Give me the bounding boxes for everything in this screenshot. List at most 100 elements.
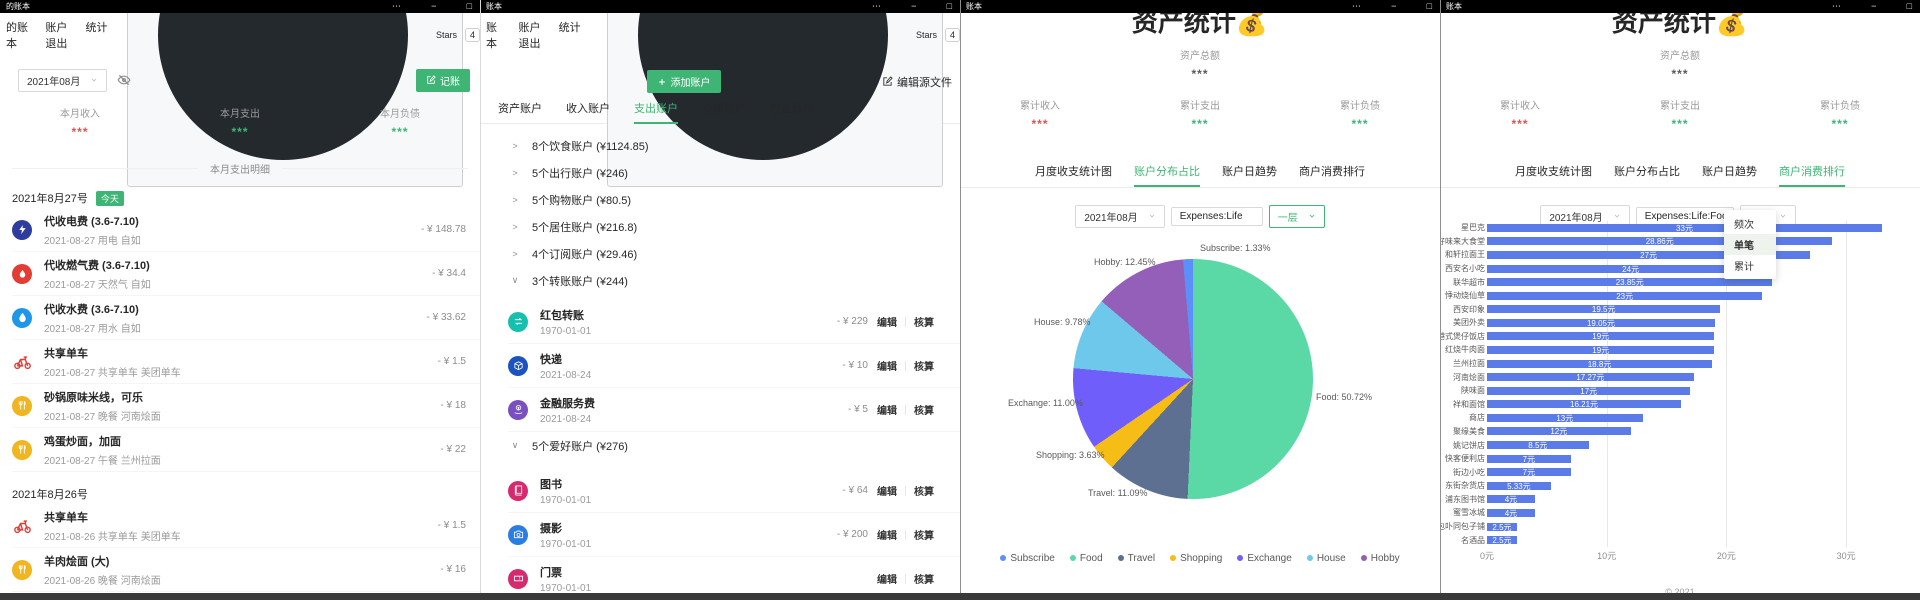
account-row[interactable]: 门票 1970-01-01 编辑 核算 bbox=[508, 557, 960, 600]
legend-item-Exchange[interactable]: Exchange bbox=[1237, 553, 1292, 564]
add-account-button[interactable]: 添加账户 bbox=[646, 70, 721, 93]
github-stars-badge[interactable]: Stars 4 bbox=[606, 0, 960, 187]
minimize-button[interactable]: − bbox=[1871, 1, 1877, 11]
nav-statistics[interactable]: 统计 bbox=[85, 22, 108, 34]
maximize-button[interactable]: □ bbox=[946, 1, 952, 11]
bar[interactable] bbox=[1487, 373, 1694, 382]
bar[interactable] bbox=[1487, 508, 1535, 517]
month-select[interactable]: 2021年08月 bbox=[1075, 204, 1165, 228]
bar[interactable] bbox=[1487, 413, 1643, 422]
account-row[interactable]: 快递 2021-08-24 - ¥ 10 编辑 核算 bbox=[508, 344, 960, 388]
eye-off-icon[interactable] bbox=[117, 73, 131, 87]
account-row[interactable]: 金融服务费 2021-08-24 - ¥ 5 编辑 核算 bbox=[508, 388, 960, 432]
bar[interactable] bbox=[1487, 264, 1775, 273]
account-group-row[interactable]: >5个居住账户 (¥216.8) bbox=[510, 213, 960, 240]
edit-account-link[interactable]: 编辑 bbox=[877, 362, 897, 373]
tab-账户日趋势[interactable]: 账户日趋势 bbox=[1702, 166, 1757, 178]
minimize-button[interactable]: − bbox=[1391, 1, 1397, 11]
tab-资产账户[interactable]: 资产账户 bbox=[498, 103, 542, 115]
bar[interactable] bbox=[1487, 223, 1882, 232]
edit-account-link[interactable]: 编辑 bbox=[877, 575, 897, 586]
account-filter-input[interactable] bbox=[1170, 206, 1263, 226]
pie-circle[interactable] bbox=[1073, 259, 1313, 499]
brand-link[interactable]: 账本 bbox=[486, 22, 497, 50]
edit-account-link[interactable]: 编辑 bbox=[877, 318, 897, 329]
bar[interactable] bbox=[1487, 332, 1715, 341]
month-select[interactable]: 2021年08月 bbox=[18, 68, 108, 92]
audit-account-link[interactable]: 核算 bbox=[914, 575, 934, 586]
menu-option-单笔[interactable]: 单笔 bbox=[1724, 234, 1776, 255]
transaction-row[interactable]: 共享单车 2021-08-27 共享单车 美团单车 - ¥ 1.5 bbox=[12, 340, 480, 384]
nav-statistics[interactable]: 统计 bbox=[558, 22, 581, 34]
bar[interactable] bbox=[1487, 345, 1715, 354]
transaction-row[interactable]: 代收燃气费 (3.6-7.10) 2021-08-27 天然气 自如 - ¥ 34.… bbox=[12, 252, 480, 296]
bar[interactable] bbox=[1487, 468, 1571, 477]
bar[interactable] bbox=[1487, 536, 1517, 545]
legend-item-House[interactable]: House bbox=[1306, 553, 1346, 564]
legend-item-Subscribe[interactable]: Subscribe bbox=[1000, 553, 1055, 564]
bar[interactable] bbox=[1487, 318, 1716, 327]
tab-账户日趋势[interactable]: 账户日趋势 bbox=[1222, 166, 1277, 178]
window-menu-icon[interactable]: ⋯ bbox=[1831, 1, 1841, 11]
maximize-button[interactable]: □ bbox=[1426, 1, 1432, 11]
tab-月度收支统计图[interactable]: 月度收支统计图 bbox=[1515, 166, 1592, 178]
bar[interactable] bbox=[1487, 250, 1811, 259]
account-row[interactable]: 图书 1970-01-01 - ¥ 64 编辑 核算 bbox=[508, 469, 960, 513]
transaction-row[interactable]: 代收电费 (3.6-7.10) 2021-08-27 用电 自如 - ¥ 148.7… bbox=[12, 208, 480, 252]
menu-option-累计[interactable]: 累计 bbox=[1734, 262, 1754, 273]
bar[interactable] bbox=[1487, 237, 1833, 246]
github-stars-badge[interactable]: Stars 4 bbox=[126, 0, 480, 187]
nav-logout[interactable]: 退出 bbox=[45, 38, 68, 50]
tab-商户消费排行[interactable]: 商户消费排行 bbox=[1299, 166, 1365, 178]
window-menu-icon[interactable]: ⋯ bbox=[391, 1, 401, 11]
nav-accounts[interactable]: 账户 bbox=[45, 22, 68, 34]
tab-负债账户[interactable]: 负债账户 bbox=[702, 103, 746, 115]
tab-月度收支统计图[interactable]: 月度收支统计图 bbox=[1035, 166, 1112, 178]
tab-支出账户[interactable]: 支出账户 bbox=[634, 100, 678, 124]
tab-账户分布占比[interactable]: 账户分布占比 bbox=[1614, 166, 1680, 178]
audit-account-link[interactable]: 核算 bbox=[914, 406, 934, 417]
account-group-row[interactable]: ∨ 3个转账账户 (¥244) bbox=[510, 267, 960, 294]
bar[interactable] bbox=[1487, 400, 1682, 409]
account-group-row[interactable]: >5个出行账户 (¥246) bbox=[510, 159, 960, 186]
account-row[interactable]: 摄影 1970-01-01 - ¥ 200 编辑 核算 bbox=[508, 513, 960, 557]
account-group-row[interactable]: >5个购物账户 (¥80.5) bbox=[510, 186, 960, 213]
bar[interactable] bbox=[1487, 441, 1589, 450]
brand-link[interactable]: 的账本 bbox=[6, 22, 28, 50]
tab-权益账户[interactable]: 权益账户 bbox=[770, 103, 814, 115]
account-group-row[interactable]: >8个饮食账户 (¥1124.85) bbox=[510, 132, 960, 159]
minimize-button[interactable]: − bbox=[911, 1, 917, 11]
minimize-button[interactable]: − bbox=[431, 1, 437, 11]
bar[interactable] bbox=[1487, 278, 1773, 287]
bar[interactable] bbox=[1487, 359, 1713, 368]
tab-收入账户[interactable]: 收入账户 bbox=[566, 103, 610, 115]
level-select[interactable]: 一层 bbox=[1268, 204, 1325, 228]
edit-account-link[interactable]: 编辑 bbox=[877, 406, 897, 417]
audit-account-link[interactable]: 核算 bbox=[914, 487, 934, 498]
account-group-row[interactable]: ∨ 5个爱好账户 (¥276) bbox=[510, 432, 960, 459]
legend-item-Food[interactable]: Food bbox=[1069, 553, 1103, 564]
account-group-row[interactable]: >4个订阅账户 (¥29.46) bbox=[510, 240, 960, 267]
bar[interactable] bbox=[1487, 481, 1551, 490]
edit-account-link[interactable]: 编辑 bbox=[877, 487, 897, 498]
bar[interactable] bbox=[1487, 427, 1631, 436]
nav-logout[interactable]: 退出 bbox=[518, 38, 541, 50]
transaction-row[interactable]: 代收水费 (3.6-7.10) 2021-08-27 用水 自如 - ¥ 33.62 bbox=[12, 296, 480, 340]
bar[interactable] bbox=[1487, 291, 1763, 300]
edit-account-link[interactable]: 编辑 bbox=[877, 531, 897, 542]
window-menu-icon[interactable]: ⋯ bbox=[1351, 1, 1361, 11]
record-button[interactable]: 记账 bbox=[416, 68, 470, 92]
menu-option-频次[interactable]: 频次 bbox=[1734, 220, 1754, 231]
bar[interactable] bbox=[1487, 522, 1517, 531]
bar[interactable] bbox=[1487, 386, 1691, 395]
window-menu-icon[interactable]: ⋯ bbox=[871, 1, 881, 11]
transaction-row[interactable]: 砂锅原味米线，可乐 2021-08-27 晚餐 河南烩面 - ¥ 18 bbox=[12, 384, 480, 428]
edit-source-link[interactable]: 编辑源文件 bbox=[882, 74, 952, 90]
transaction-row[interactable]: 共享单车 2021-08-26 共享单车 美团单车 - ¥ 1.5 bbox=[12, 504, 480, 548]
bar[interactable] bbox=[1487, 495, 1535, 504]
bar[interactable] bbox=[1487, 305, 1721, 314]
audit-account-link[interactable]: 核算 bbox=[914, 318, 934, 329]
tab-商户消费排行[interactable]: 商户消费排行 bbox=[1779, 163, 1845, 187]
audit-account-link[interactable]: 核算 bbox=[914, 362, 934, 373]
audit-account-link[interactable]: 核算 bbox=[914, 531, 934, 542]
